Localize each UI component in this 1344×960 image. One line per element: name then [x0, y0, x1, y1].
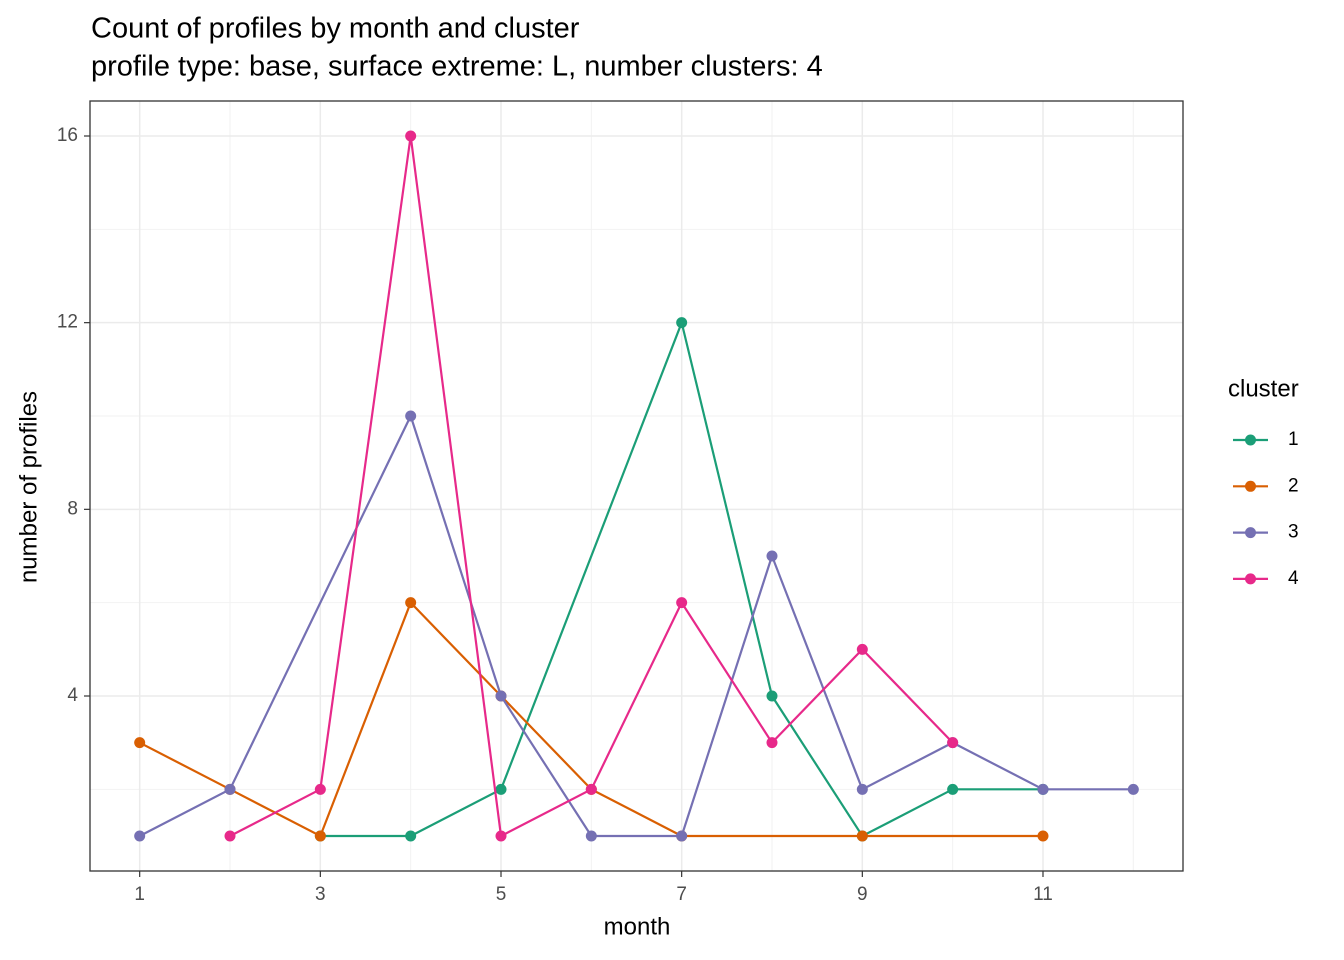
legend-label: 1 [1288, 429, 1299, 450]
data-point [947, 737, 959, 749]
data-point [224, 830, 236, 842]
data-point [856, 783, 868, 795]
data-point [405, 830, 417, 842]
legend-title: cluster [1228, 375, 1299, 402]
legend-swatch-point [1245, 434, 1256, 446]
data-point [134, 737, 146, 749]
data-point [314, 783, 326, 795]
data-point [405, 130, 417, 142]
x-tick-label: 11 [1033, 884, 1053, 905]
x-axis-label: month [604, 913, 671, 940]
data-point [1127, 783, 1139, 795]
data-point [676, 830, 688, 842]
x-tick-label: 5 [496, 884, 507, 905]
x-tick-label: 9 [857, 884, 868, 905]
data-point [766, 737, 778, 749]
legend-swatch-point [1245, 573, 1256, 585]
data-point [766, 690, 778, 702]
legend-label: 4 [1288, 568, 1299, 589]
chart-title: Count of profiles by month and cluster [91, 13, 580, 45]
legend-label: 3 [1288, 522, 1299, 543]
data-point [405, 410, 417, 422]
y-tick-label: 8 [67, 498, 78, 519]
x-tick-label: 1 [134, 884, 145, 905]
y-tick-label: 12 [57, 312, 78, 333]
data-point [766, 550, 778, 562]
data-point [947, 783, 959, 795]
series-line [139, 413, 1134, 838]
data-point [495, 690, 507, 702]
plot-border [89, 100, 1184, 872]
data-point [856, 643, 868, 655]
data-point [1037, 783, 1049, 795]
y-axis-label: number of profiles [15, 391, 42, 583]
data-point [495, 830, 507, 842]
y-tick-label: 4 [67, 685, 78, 706]
data-point [676, 597, 688, 609]
x-tick-label: 3 [315, 884, 326, 905]
data-point [224, 783, 236, 795]
data-point [676, 317, 688, 329]
legend-swatch-point [1245, 480, 1256, 492]
series-line [320, 318, 1043, 838]
data-point [405, 597, 417, 609]
data-point [314, 830, 326, 842]
data-point [495, 783, 507, 795]
data-point [134, 830, 146, 842]
data-point [585, 830, 597, 842]
y-tick-label: 16 [57, 125, 78, 146]
data-point [585, 783, 597, 795]
x-tick-label: 7 [676, 884, 687, 905]
data-point [856, 830, 868, 842]
legend-label: 2 [1288, 475, 1299, 496]
chart-subtitle: profile type: base, surface extreme: L, … [91, 51, 823, 83]
legend-swatch-point [1245, 527, 1256, 539]
data-point [1037, 830, 1049, 842]
